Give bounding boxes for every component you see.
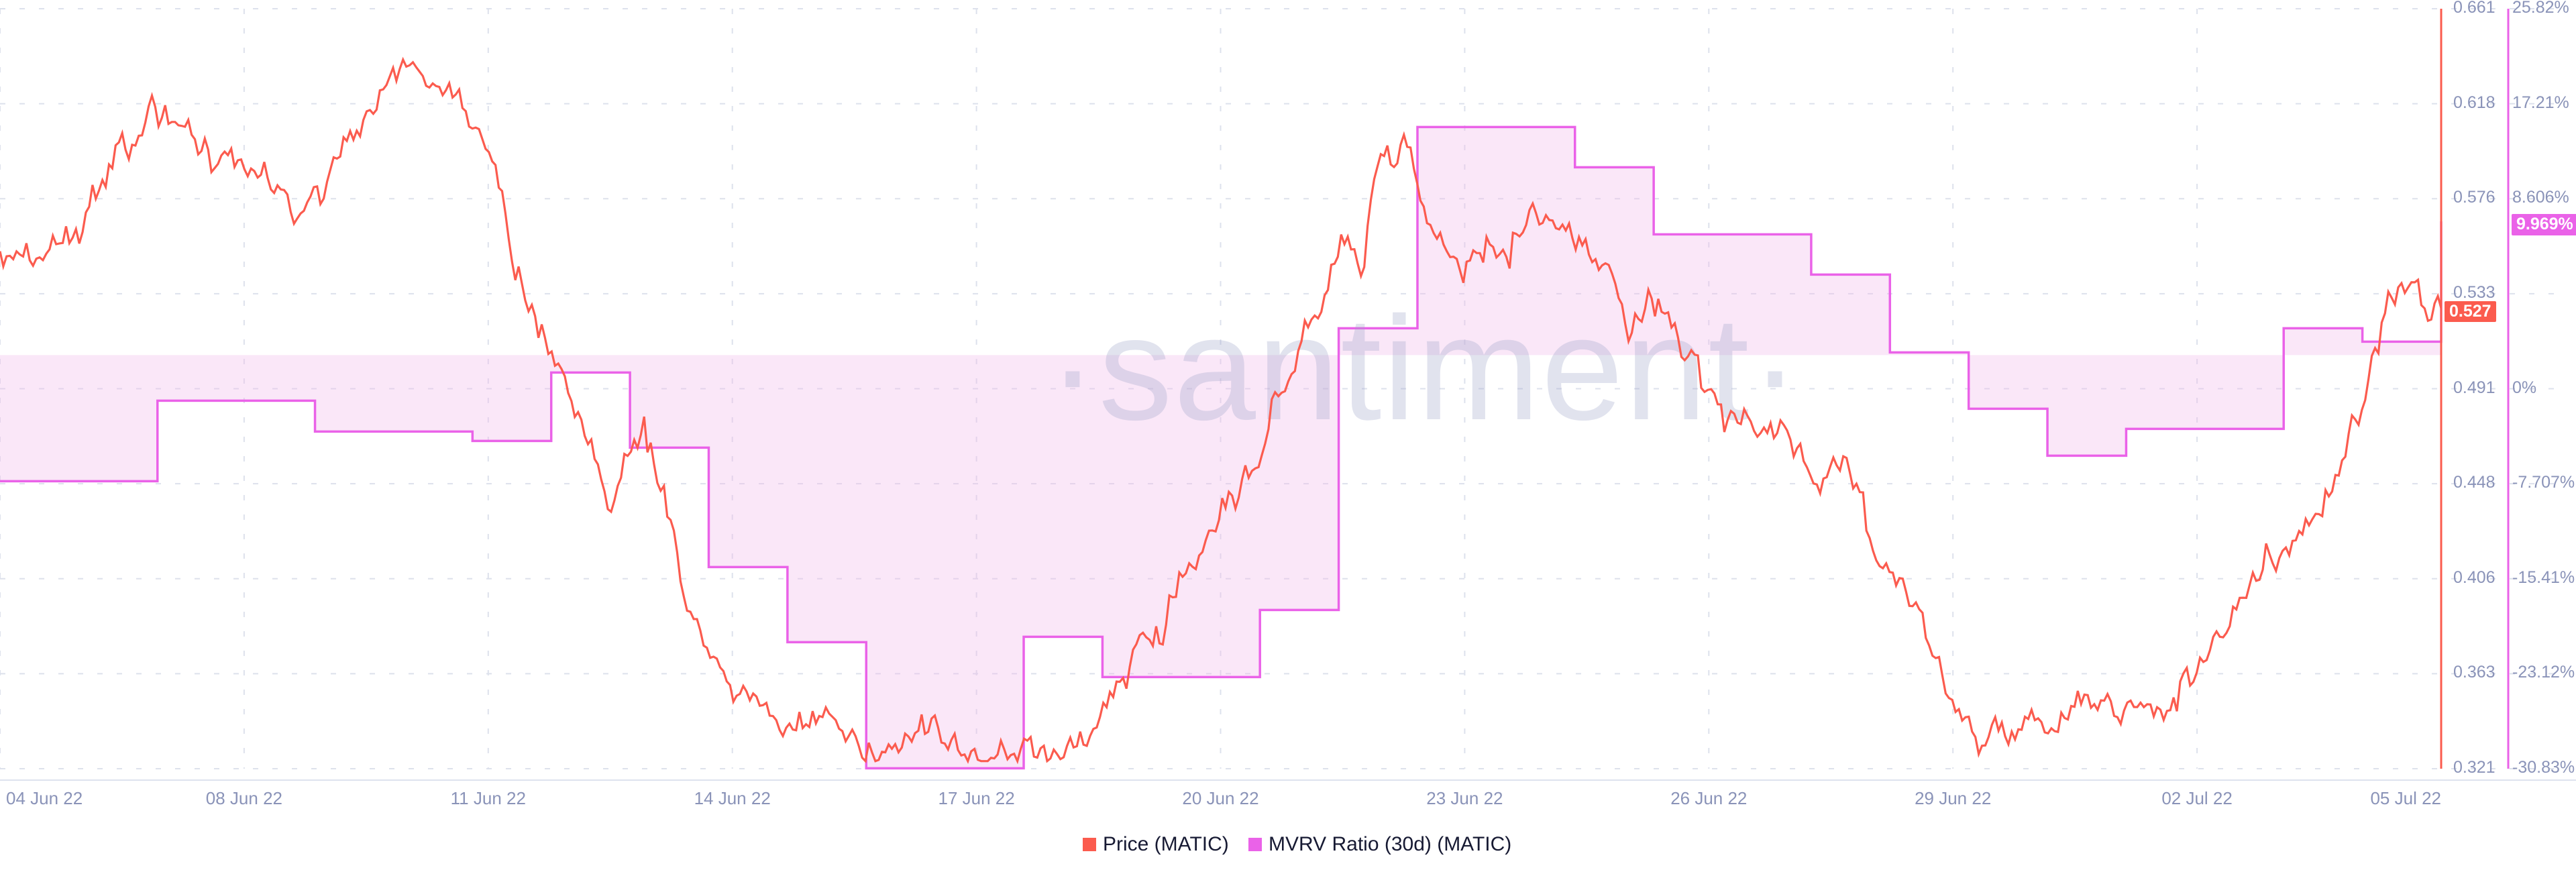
svg-text:·santiment·: ·santiment· [1048, 286, 1801, 451]
